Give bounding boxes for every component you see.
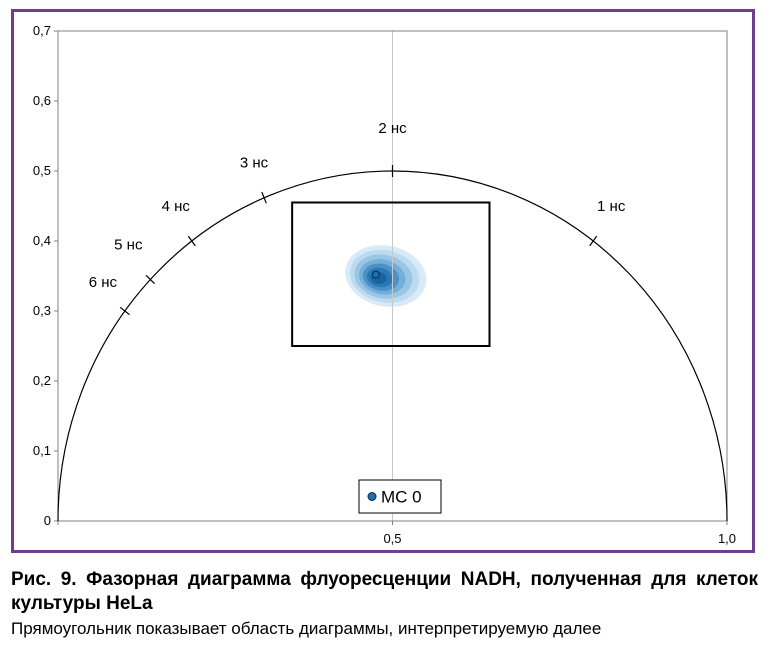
lifetime-label: 2 нс: [378, 120, 407, 137]
lifetime-tick: [261, 191, 267, 204]
y-tick-label: 0,1: [33, 443, 51, 458]
y-tick-label: 0,3: [33, 303, 51, 318]
roi-rectangle-group: [291, 201, 491, 347]
y-tick-label: 0,5: [33, 163, 51, 178]
lifetime-tick: [119, 306, 130, 316]
y-tick-label: 0,7: [33, 23, 51, 38]
data-point: [371, 270, 380, 279]
x-tick-label: 0,5: [383, 531, 401, 546]
y-tick-label: 0,6: [33, 93, 51, 108]
lifetime-label: 1 нс: [597, 198, 626, 215]
lifetime-label: 3 нс: [240, 155, 269, 172]
y-tick-label: 0,2: [33, 373, 51, 388]
data-points: [371, 270, 380, 279]
lifetime-label: 4 нс: [162, 198, 191, 215]
phasor-chart: 0 0,1 0,2 0,3 0,4 0,5 0,6 0,7 0,5 1,0 1 нс 2 нс 3 н…: [33, 23, 736, 546]
legend: MC 0: [358, 479, 442, 514]
figure-frame: 0 0,1 0,2 0,3 0,4 0,5 0,6 0,7 0,5 1,0 1 нс 2 нс 3 н…: [11, 9, 755, 553]
lifetime-label: 5 нс: [114, 237, 143, 254]
x-tick-label: 1,0: [718, 531, 736, 546]
y-tick-label: 0,4: [33, 233, 51, 248]
density-contours: [345, 245, 427, 307]
legend-label: MC 0: [381, 488, 422, 507]
caption-title: Рис. 9. Фазорная диаграмма флуоресценции…: [11, 569, 758, 614]
lifetime-tick: [589, 235, 598, 247]
lifetime-label: 6 нс: [89, 274, 118, 291]
figure-caption: Рис. 9. Фазорная диаграмма флуоресценции…: [11, 568, 758, 641]
y-tick-label: 0: [44, 513, 51, 528]
lifetime-tick: [145, 274, 155, 285]
lifetime-tick: [187, 235, 196, 247]
axes: 0 0,1 0,2 0,3 0,4 0,5 0,6 0,7 0,5 1,0: [33, 23, 736, 546]
roi-rectangle: [291, 201, 491, 347]
lifetime-marks: 1 нс 2 нс 3 нс 4 нс 5 нс 6 нс: [89, 120, 626, 316]
caption-subtitle: Прямоугольник показывает область диаграм…: [11, 619, 602, 638]
legend-marker: [367, 492, 377, 501]
